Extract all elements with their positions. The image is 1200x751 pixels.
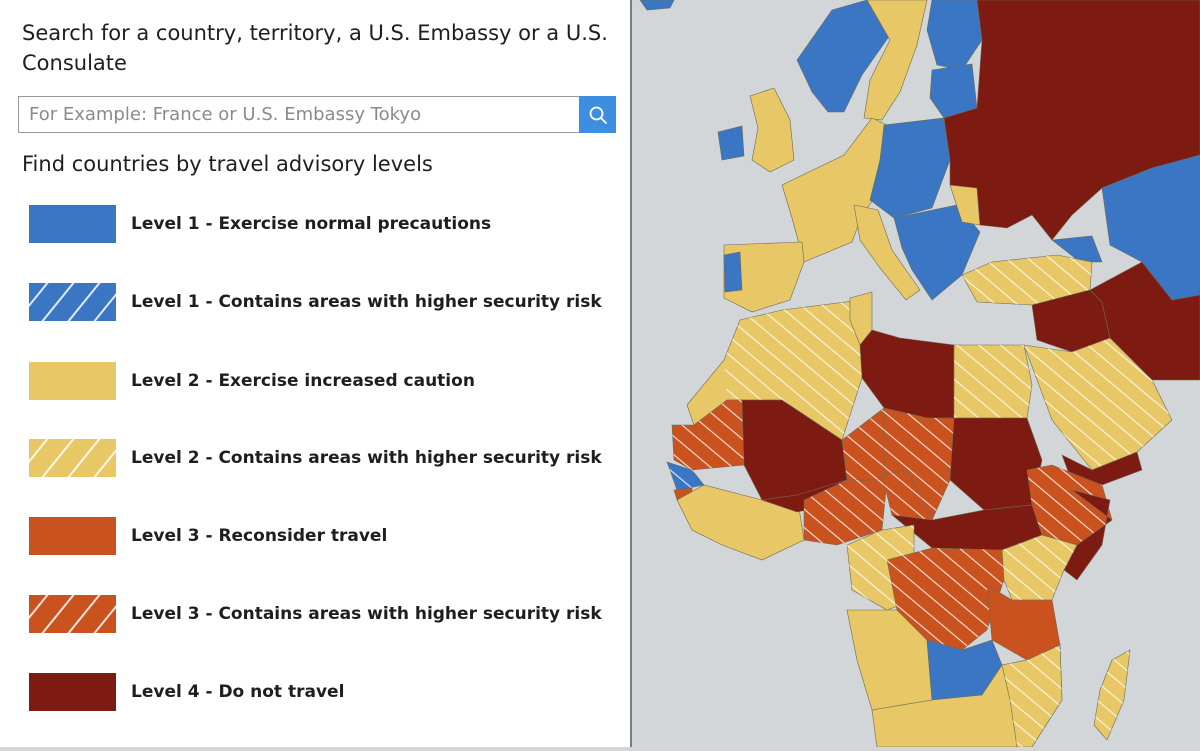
legend-label: Level 1 - Contains areas with higher sec… (131, 292, 602, 312)
search-icon (589, 106, 607, 124)
levels-title: Find countries by travel advisory levels (22, 152, 433, 176)
region-italy[interactable] (853, 204, 921, 301)
level-1-hatched-swatch (29, 283, 116, 321)
legend-item-level-1[interactable]: Level 1 - Exercise normal precautions (29, 205, 619, 243)
level-2-hatched-swatch (29, 439, 116, 477)
level-2-swatch (29, 362, 116, 400)
region-iran[interactable] (1089, 261, 1200, 381)
region-iceland (639, 0, 675, 11)
legend-item-level-4[interactable]: Level 4 - Do not travel (29, 673, 619, 711)
legend-label: Level 3 - Reconsider travel (131, 526, 388, 546)
legend-item-level-3[interactable]: Level 3 - Reconsider travel (29, 517, 619, 555)
level-1-swatch (29, 205, 116, 243)
legend-label: Level 2 - Contains areas with higher sec… (131, 448, 602, 468)
map-svg (632, 0, 1200, 748)
search-button[interactable] (579, 96, 616, 133)
legend-item-level-1-hatched[interactable]: Level 1 - Contains areas with higher sec… (29, 283, 619, 321)
search-panel: Search for a country, territory, a U.S. … (0, 0, 632, 747)
region-norway-sweden[interactable] (796, 0, 908, 113)
search-box (18, 96, 616, 133)
legend-label: Level 1 - Exercise normal precautions (131, 214, 492, 234)
region-ireland[interactable] (717, 125, 745, 161)
region-sweden[interactable] (863, 0, 928, 121)
level-3-hatched-swatch (29, 595, 116, 633)
legend-label: Level 4 - Do not travel (131, 682, 345, 702)
legend-item-level-3-hatched[interactable]: Level 3 - Contains areas with higher sec… (29, 595, 619, 633)
region-united-kingdom[interactable] (749, 87, 795, 173)
legend-item-level-2[interactable]: Level 2 - Exercise increased caution (29, 362, 619, 400)
region-egypt[interactable] (953, 344, 1033, 419)
search-input[interactable] (18, 96, 579, 133)
level-3-swatch (29, 517, 116, 555)
region-portugal[interactable] (723, 251, 743, 293)
travel-advisory-map[interactable] (632, 0, 1200, 748)
level-4-swatch (29, 673, 116, 711)
legend-label: Level 3 - Contains areas with higher sec… (131, 604, 602, 624)
legend-label: Level 2 - Exercise increased caution (131, 371, 475, 391)
advisory-legend: Level 1 - Exercise normal precautions Le… (29, 205, 619, 711)
search-title: Search for a country, territory, a U.S. … (22, 21, 608, 75)
legend-item-level-2-hatched[interactable]: Level 2 - Contains areas with higher sec… (29, 439, 619, 477)
